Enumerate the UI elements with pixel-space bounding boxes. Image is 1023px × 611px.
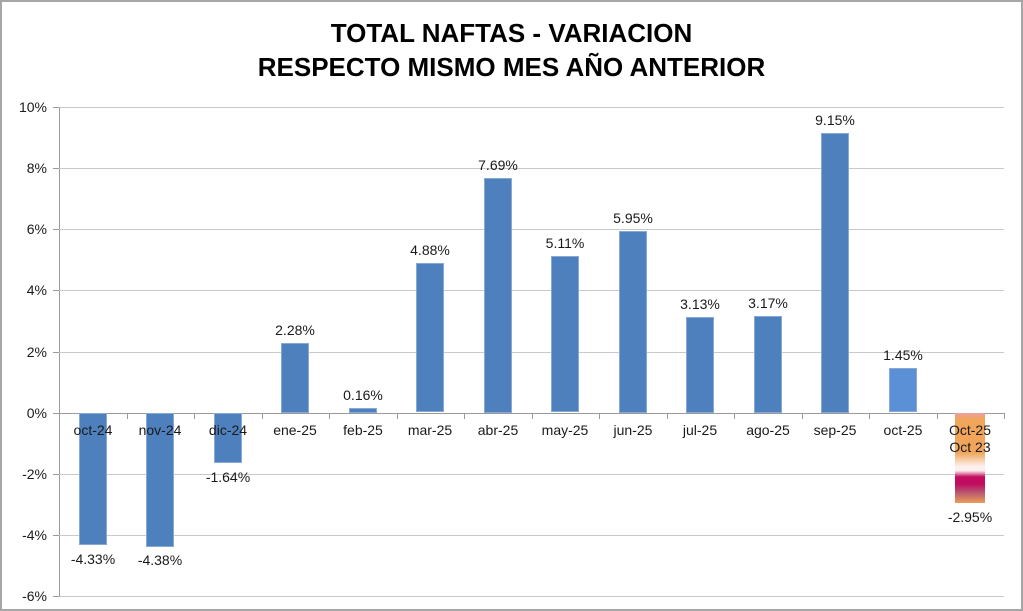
y-axis-tick-label: 0%: [26, 404, 47, 421]
data-label-jul-25: 3.13%: [680, 296, 720, 312]
gridline: [59, 534, 1004, 536]
x-axis-label-dic-24: dic-24: [208, 422, 248, 438]
data-label-mar-25: 4.88%: [410, 242, 450, 258]
bar-oct-25-oct-23: [955, 413, 985, 503]
x-axis-label-mar-25: mar-25: [407, 422, 453, 438]
x-axis-tick-mark: [734, 413, 735, 419]
x-axis-label-abr-25: abr-25: [477, 422, 519, 438]
y-axis-tick-mark: [53, 168, 59, 170]
y-axis-tick-mark: [53, 473, 59, 475]
x-axis-tick-mark: [262, 413, 263, 419]
bar-nov-24: [146, 413, 174, 547]
bar-ene-25: [281, 343, 309, 413]
y-axis-tick-label: 8%: [26, 160, 47, 177]
gridline: [59, 107, 1004, 108]
y-axis-tick-mark: [53, 290, 59, 292]
gridline: [59, 290, 1004, 292]
bar-oct-25: [889, 368, 917, 412]
x-axis-tick-mark: [802, 413, 803, 419]
data-label-ene-25: 2.28%: [275, 322, 315, 338]
x-axis-tick-mark: [599, 413, 600, 419]
data-label-jun-25: 5.95%: [613, 210, 653, 226]
bar-jun-25: [619, 231, 647, 413]
y-axis-tick-label: -6%: [22, 588, 47, 604]
x-axis-label-oct-24: oct-24: [73, 422, 113, 438]
x-axis-tick-mark: [59, 413, 60, 419]
x-axis-label-oct-25: oct-25: [883, 422, 923, 438]
y-axis-tick-label: 10%: [18, 99, 47, 115]
x-axis-label-ene-25: ene-25: [273, 422, 317, 438]
y-axis-tick-mark: [53, 229, 59, 231]
data-label-oct-24: -4.33%: [70, 551, 116, 567]
chart-title-line1: TOTAL NAFTAS - VARIACION: [330, 18, 693, 48]
x-axis-label-sep-25: sep-25: [813, 422, 857, 438]
x-axis-tick-mark: [1004, 413, 1005, 419]
x-axis-tick-mark: [869, 413, 870, 419]
y-axis-tick-label: -2%: [22, 465, 47, 482]
x-axis-tick-mark: [397, 413, 398, 419]
gridline: [59, 229, 1004, 231]
data-label-may-25: 5.11%: [545, 235, 585, 251]
x-axis-tick-mark: [329, 413, 330, 419]
y-axis-tick-mark: [53, 107, 59, 108]
x-axis-tick-mark: [464, 413, 465, 419]
x-axis-label-nov-24: nov-24: [138, 422, 182, 438]
x-axis-tick-mark: [127, 413, 128, 419]
data-label-feb-25: 0.16%: [343, 387, 383, 403]
data-label-oct-25: 1.45%: [883, 347, 923, 363]
data-label-dic-24: -1.64%: [205, 469, 251, 485]
x-axis-label-oct-25-oct-23: Oct-25 Oct 23: [948, 422, 991, 455]
zero-axis-line: [59, 412, 1004, 414]
x-axis-label-may-25: may-25: [541, 422, 589, 438]
data-label-ago-25: 3.17%: [748, 295, 788, 311]
bar-oct-24: [79, 413, 107, 545]
x-axis-label-jun-25: jun-25: [613, 422, 653, 438]
bar-mar-25: [416, 263, 444, 412]
bar-feb-25: [349, 408, 377, 413]
data-label-oct-25-oct-23: -2.95%: [947, 509, 993, 525]
bar-ago-25: [754, 316, 782, 413]
bar-may-25: [551, 256, 579, 412]
y-axis-tick-label: 2%: [26, 343, 47, 360]
bar-abr-25: [484, 178, 512, 413]
chart-title-line2: RESPECTO MISMO MES AÑO ANTERIOR: [257, 52, 766, 82]
chart-title: TOTAL NAFTAS - VARIACION RESPECTO MISMO …: [2, 16, 1021, 84]
x-axis-label-jul-25: jul-25: [682, 422, 718, 438]
gridline: [59, 351, 1004, 353]
bar-jul-25: [686, 317, 714, 413]
y-axis-tick-label: -4%: [22, 526, 47, 543]
y-axis-tick-label: 4%: [26, 282, 47, 299]
y-axis-tick-mark: [53, 351, 59, 353]
x-axis-tick-mark: [194, 413, 195, 419]
y-axis-tick-mark: [53, 534, 59, 536]
y-axis-tick-mark: [53, 596, 59, 597]
x-axis-label-ago-25: ago-25: [746, 422, 790, 438]
y-axis-tick-label: 6%: [26, 221, 47, 238]
bar-dic-24: [214, 413, 242, 463]
x-axis-label-feb-25: feb-25: [343, 422, 383, 438]
gridline: [59, 168, 1004, 170]
gridline: [59, 473, 1004, 475]
data-label-sep-25: 9.15%: [815, 112, 855, 128]
data-label-abr-25: 7.69%: [478, 157, 518, 173]
x-axis-tick-mark: [937, 413, 938, 419]
y-axis-tick-mark: [53, 412, 59, 414]
bar-sep-25: [821, 133, 849, 413]
data-label-nov-24: -4.38%: [137, 552, 183, 568]
x-axis-tick-mark: [667, 413, 668, 419]
x-axis-tick-mark: [532, 413, 533, 419]
gridline: [59, 596, 1004, 597]
plot-area: -4.33% oct-24 -4.38% nov-24 -1.64% dic-24 2.28…: [59, 107, 1005, 597]
